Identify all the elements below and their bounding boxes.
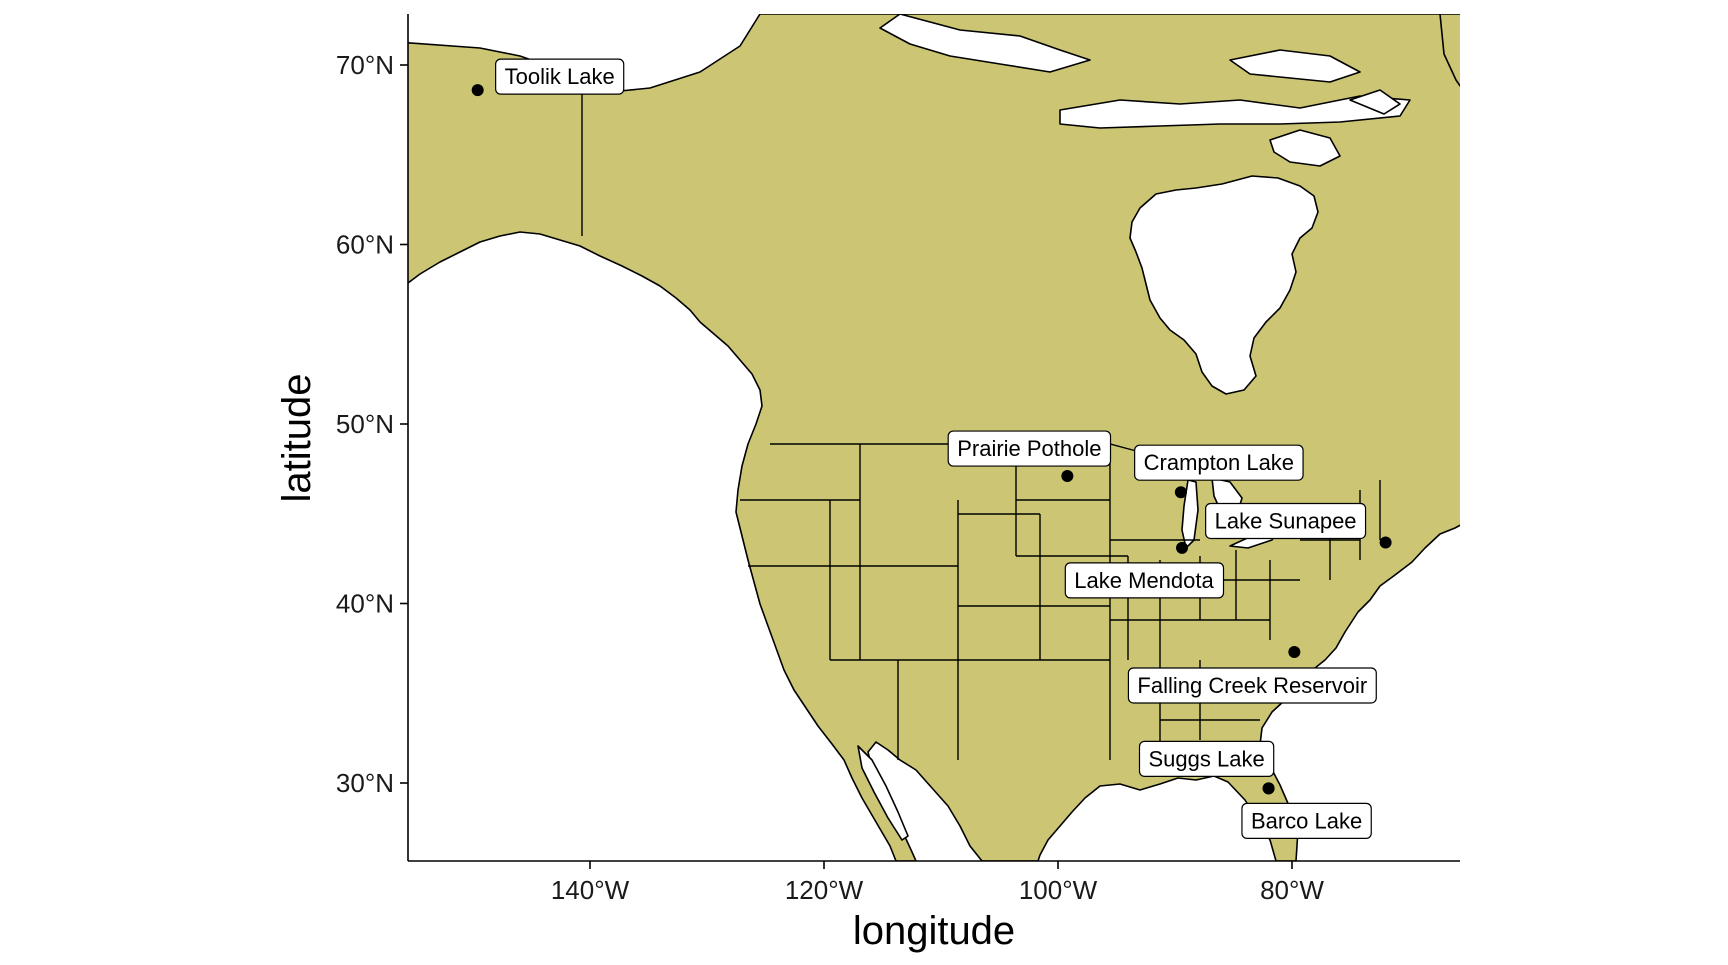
site-marker-barco-lake: Barco Lake xyxy=(1241,782,1372,839)
site-marker-lake-mendota: Lake Mendota xyxy=(1064,541,1225,599)
site-label: Lake Mendota xyxy=(1074,568,1214,593)
y-tick-label: 60°N xyxy=(336,230,394,260)
site-label-box xyxy=(947,430,1112,467)
site-label: Toolik Lake xyxy=(505,64,615,89)
y-tick-label: 40°N xyxy=(336,589,394,619)
site-label: Crampton Lake xyxy=(1144,450,1294,475)
sites-layer: Toolik Lake Prairie Pothole Crampton Lake L… xyxy=(471,58,1392,839)
lake-michigan xyxy=(1181,479,1199,549)
site-label: Lake Sunapee xyxy=(1215,508,1357,533)
site-point xyxy=(1174,486,1187,499)
site-label-box xyxy=(1064,562,1225,599)
site-point xyxy=(1288,645,1301,658)
x-axis-ticks: 140°W 120°W 100°W 80°W xyxy=(551,861,1324,905)
y-axis-ticks: 30°N 40°N 50°N 60°N 70°N xyxy=(336,50,408,798)
arctic-channel-1 xyxy=(1059,95,1411,129)
x-tick-label: 80°W xyxy=(1260,875,1324,905)
site-label-box xyxy=(495,58,625,95)
site-marker-lake-sunapee: Lake Sunapee xyxy=(1205,502,1392,549)
site-label: Barco Lake xyxy=(1251,808,1362,833)
state-borders-west xyxy=(740,444,1128,760)
site-marker-prairie-pothole: Prairie Pothole xyxy=(947,430,1112,483)
arctic-channel-2 xyxy=(879,14,1091,73)
site-marker-falling-creek-reservoir: Falling Creek Reservoir xyxy=(1127,645,1377,704)
site-label-box xyxy=(1127,667,1377,704)
y-axis-title: latitude xyxy=(275,374,319,503)
site-label-box xyxy=(1241,802,1372,839)
y-tick-label: 70°N xyxy=(336,50,394,80)
x-tick-label: 100°W xyxy=(1019,875,1098,905)
arctic-channel-4 xyxy=(1349,89,1401,115)
arctic-channel-3 xyxy=(1229,49,1361,83)
site-point xyxy=(1262,782,1275,795)
x-tick-label: 140°W xyxy=(551,875,630,905)
site-marker-crampton-lake: Crampton Lake xyxy=(1134,444,1304,499)
y-tick-label: 30°N xyxy=(336,768,394,798)
site-label-box xyxy=(1134,444,1304,481)
site-label: Falling Creek Reservoir xyxy=(1137,673,1367,698)
site-label: Prairie Pothole xyxy=(957,436,1101,461)
y-tick-label: 50°N xyxy=(336,409,394,439)
land-layer xyxy=(408,14,1460,861)
site-point xyxy=(1176,541,1189,554)
gulf-of-california xyxy=(857,745,909,841)
site-label-box xyxy=(1138,740,1275,777)
site-point xyxy=(471,84,484,97)
site-label: Suggs Lake xyxy=(1148,746,1264,771)
site-marker-toolik-lake: Toolik Lake xyxy=(471,58,625,97)
greenland-edge xyxy=(1439,14,1460,88)
axes: 140°W 120°W 100°W 80°W 30°N 40°N 50°N 60°N 70°N… xyxy=(275,14,1460,953)
x-tick-label: 120°W xyxy=(785,875,864,905)
site-point xyxy=(1379,536,1392,549)
site-point xyxy=(1061,470,1074,483)
foxe-basin xyxy=(1269,129,1341,167)
x-axis-title: longitude xyxy=(853,909,1015,953)
hudson-bay xyxy=(1129,175,1319,395)
site-label-box xyxy=(1205,502,1367,540)
